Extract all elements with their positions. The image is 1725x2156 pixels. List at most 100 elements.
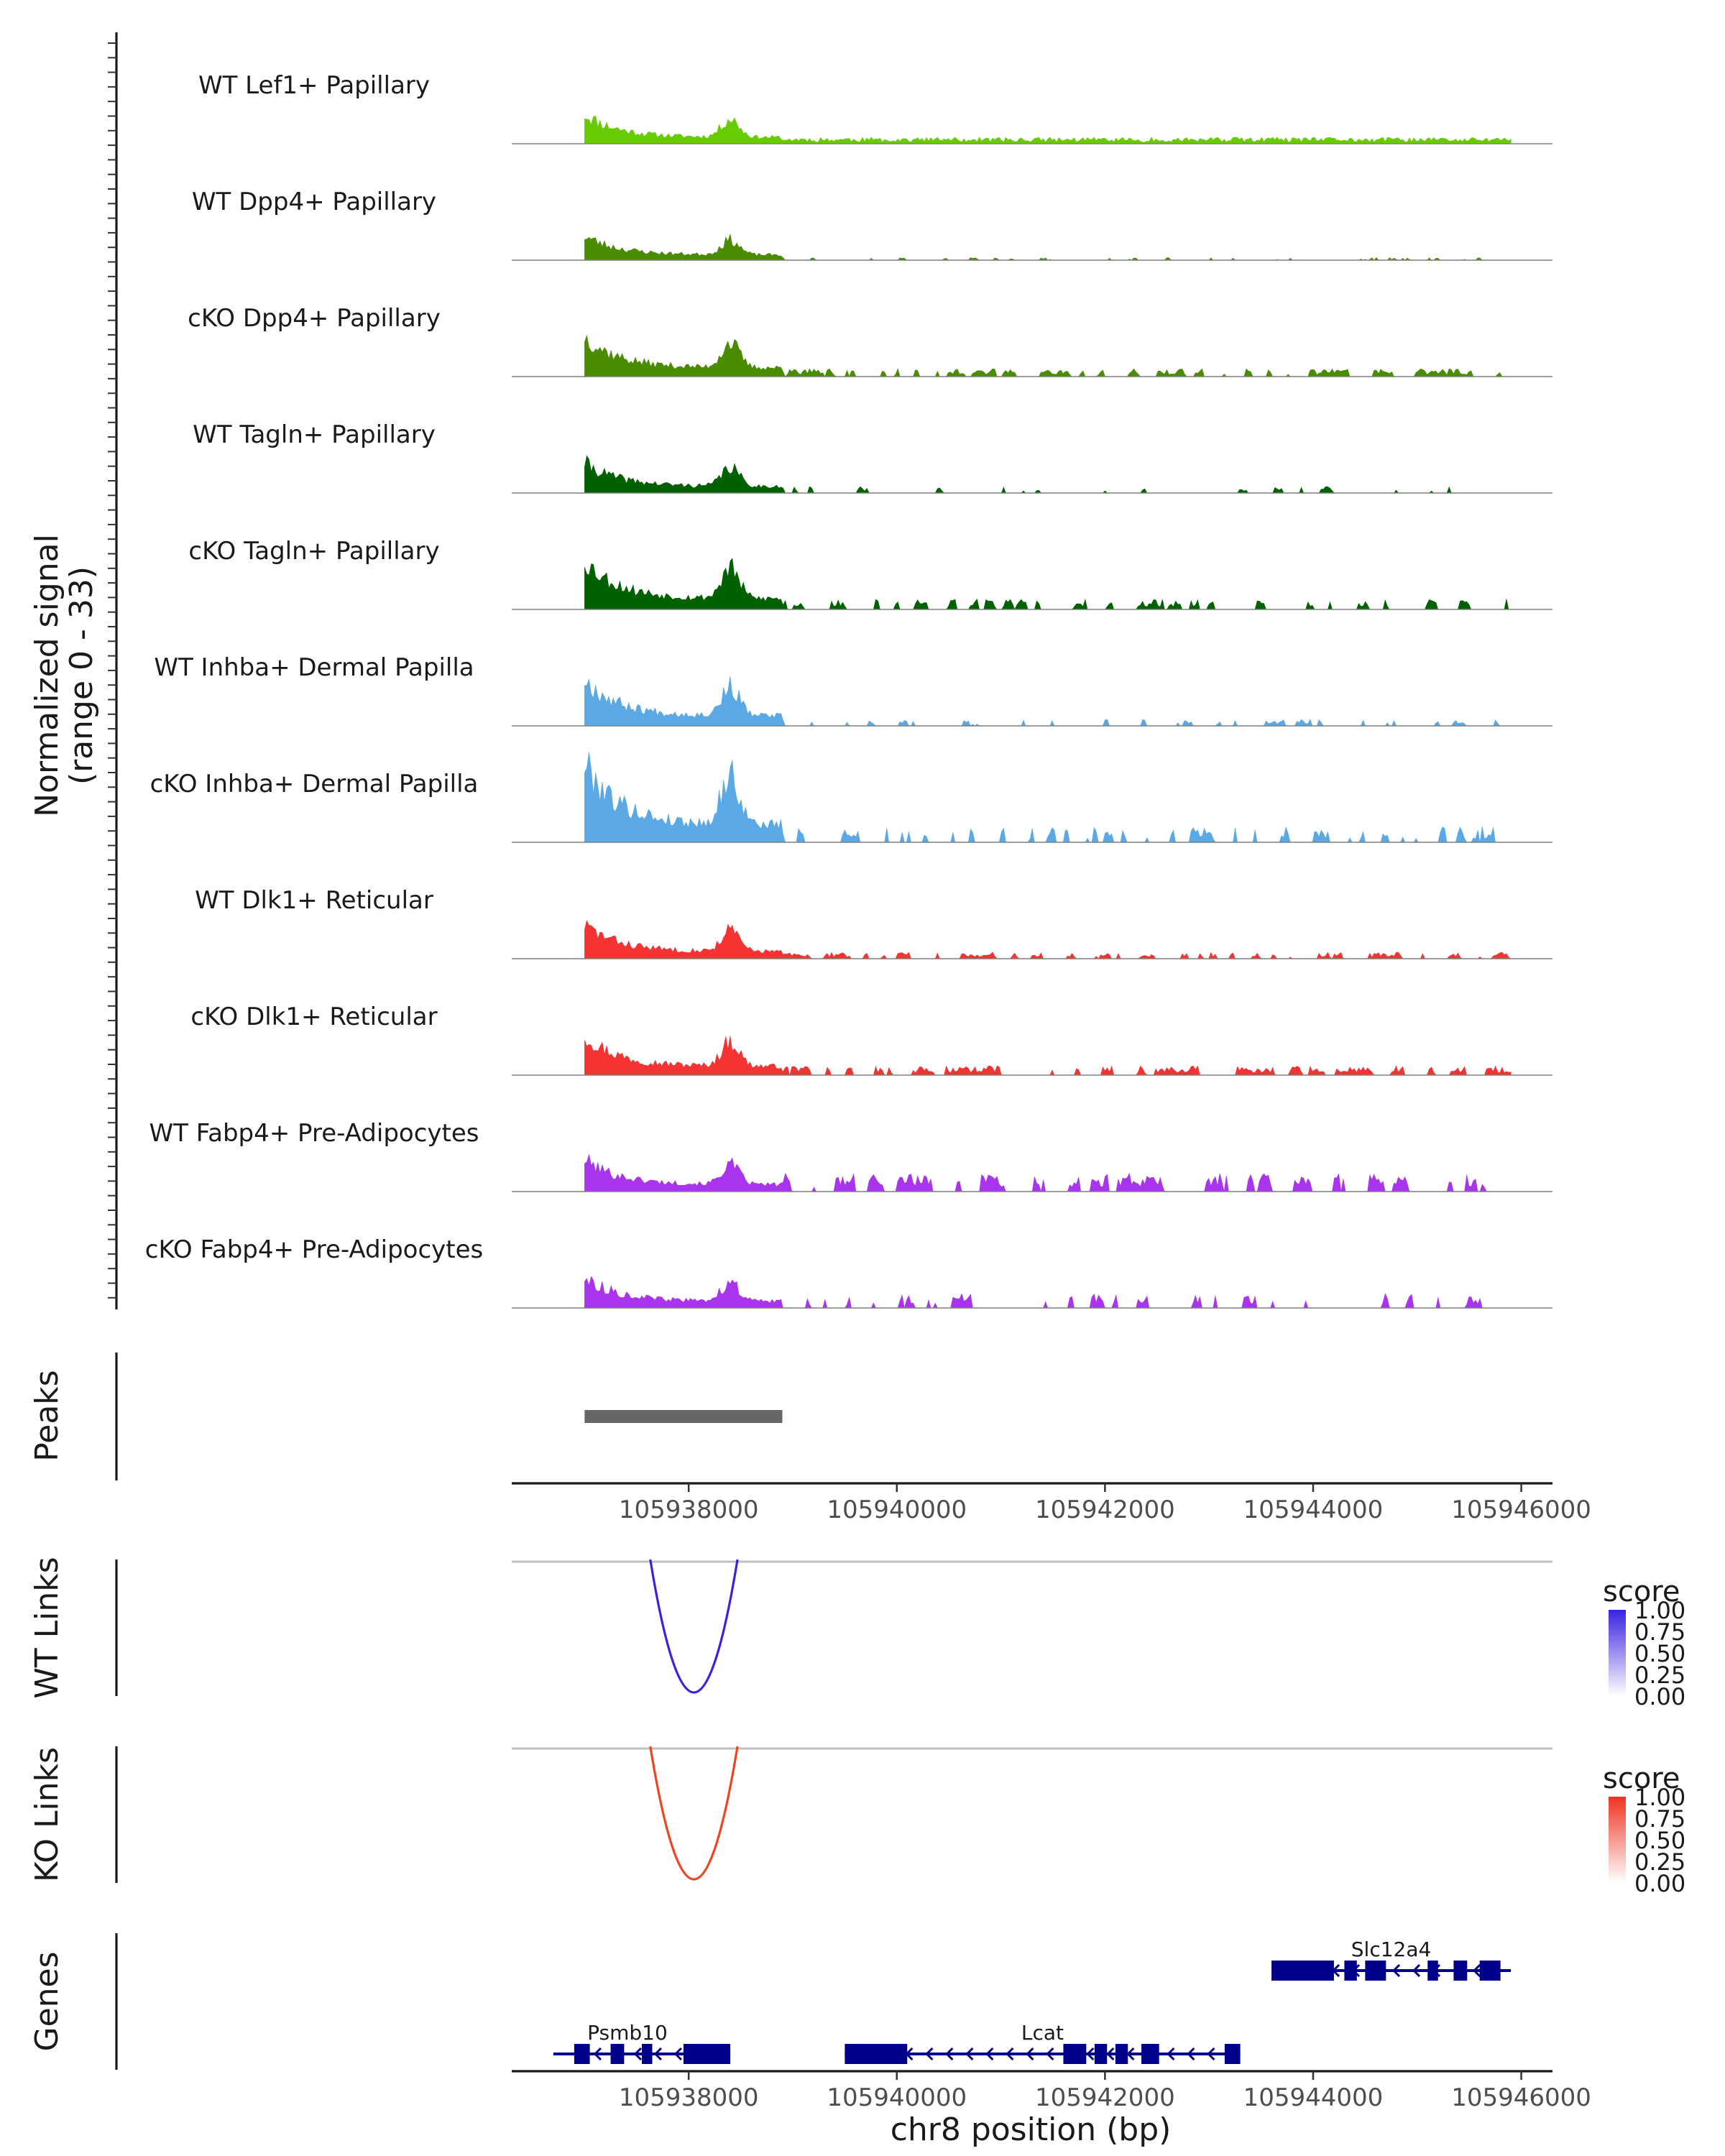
gene-exon (1063, 2044, 1087, 2064)
coverage-track-label: WT Inhba+ Dermal Papilla (154, 653, 474, 682)
gene-exon (1141, 2044, 1159, 2064)
gene-exon (574, 2044, 590, 2064)
coverage-track: WT Tagln+ Papillary (193, 420, 1552, 494)
link-legend-tick-label: 1.00 (1634, 1597, 1685, 1624)
gene-strand-arrow (1106, 2047, 1115, 2061)
coverage-y-label-line2: (range 0 - 33) (63, 566, 100, 785)
gene-name-label: Lcat (1021, 2021, 1064, 2045)
gene-exon (1094, 2044, 1108, 2064)
peaks-label: Peaks (29, 1370, 65, 1461)
link-legend-tick-label: 0.50 (1634, 1640, 1685, 1667)
link-legend-tick-label: 1.00 (1634, 1784, 1685, 1811)
link-legend-colorbar (1609, 1610, 1626, 1696)
gene-exon (683, 2044, 731, 2064)
gene-strand-arrow (1026, 2047, 1034, 2061)
coverage-signal-area (584, 1036, 1512, 1077)
gene-strand-arrow (1412, 1963, 1421, 1978)
x-axis-bottom: 105938000 105940000 105942000 105944000 1059… (512, 2070, 1591, 2112)
coverage-track: WT Dlk1+ Reticular (195, 886, 1552, 959)
coverage-track-label: cKO Dpp4+ Papillary (188, 304, 441, 333)
genes-label: Genes (29, 1951, 65, 2051)
gene-exon (1427, 1961, 1438, 1981)
gene-strand-arrow (945, 2047, 954, 2061)
gene-strand-arrow (1207, 2047, 1215, 2061)
coverage-track-label: cKO Dlk1+ Reticular (190, 1003, 437, 1031)
gene-exon (1115, 2044, 1128, 2064)
gene-name-label: Slc12a4 (1351, 1938, 1432, 1961)
x-axis-tick-label: 105940000 (827, 1496, 967, 1524)
genes-panel: Genes Slc12a4 Psmb10 Lcat (29, 1933, 1512, 2070)
gene-exon (610, 2044, 625, 2064)
link-legend-tick-label: 0.25 (1634, 1848, 1685, 1876)
x-axis-tick-label: 105944000 (1243, 1496, 1384, 1524)
gene-exon (1224, 2044, 1241, 2064)
coverage-panel: WT Lef1+ Papillary WT Dpp4+ Papillary cKO … (108, 32, 1552, 1309)
gene-strand-arrow (633, 2047, 642, 2061)
coverage-track-label: WT Dpp4+ Papillary (192, 188, 436, 216)
coverage-signal-area (584, 335, 1512, 377)
gene-strand-arrow (925, 2047, 934, 2061)
gene-strand-arrow (673, 2047, 682, 2061)
coverage-signal-area (584, 752, 1512, 843)
coverage-track: cKO Tagln+ Papillary (188, 537, 1552, 610)
x-axis-tick-label: 105942000 (1035, 1496, 1175, 1524)
coverage-signal-area (584, 234, 1512, 261)
link-legend-title: score (1603, 1575, 1680, 1608)
link-legend-tick-label: 0.00 (1634, 1870, 1685, 1897)
link-legend-tick-label: 0.25 (1634, 1662, 1685, 1689)
gene-strand-arrow (985, 2047, 994, 2061)
coverage-signal-area (584, 116, 1512, 144)
gene-strand-arrow (1167, 2047, 1175, 2061)
x-axis-tick-label: 105946000 (1451, 2083, 1591, 2112)
x-axis-tick-label: 105944000 (1243, 2083, 1384, 2112)
coverage-track: cKO Dlk1+ Reticular (190, 1003, 1552, 1077)
coverage-track: cKO Fabp4+ Pre-Adipocytes (145, 1235, 1552, 1309)
gene-exon (1479, 1961, 1501, 1981)
link-legend-tick-label: 0.75 (1634, 1805, 1685, 1833)
coverage-track-label: WT Fabp4+ Pre-Adipocytes (150, 1119, 479, 1148)
link-legend-title: score (1603, 1762, 1680, 1795)
gene-strand-arrow (965, 2047, 974, 2061)
gene-strand-arrow (653, 2047, 662, 2061)
coverage-track: WT Dpp4+ Papillary (192, 188, 1552, 261)
gene-exon (1453, 1961, 1468, 1981)
coverage-track: WT Lef1+ Papillary (198, 71, 1552, 144)
gene-exon (845, 2044, 908, 2064)
link-legend-tick-label: 0.75 (1634, 1618, 1685, 1646)
gene-strand-arrow (593, 2047, 602, 2061)
peaks-panel: Peaks (29, 1353, 783, 1480)
coverage-signal-area (584, 455, 1512, 494)
link-panel-label: WT Links (29, 1557, 65, 1698)
gene-strand-arrow (1086, 2047, 1095, 2061)
gene-strand-arrow (1126, 2047, 1135, 2061)
coverage-track: cKO Inhba+ Dermal Papilla (150, 752, 1552, 843)
gene-strand-arrow (1187, 2047, 1195, 2061)
gene-strand-arrow (1472, 1963, 1481, 1978)
gene-exon (1344, 1961, 1357, 1981)
x-axis-tick-label: 105938000 (619, 2083, 759, 2112)
coverage-signal-area (584, 1154, 1512, 1192)
link-panel-label: KO Links (29, 1747, 65, 1882)
coverage-signal-area (584, 920, 1512, 959)
gene-model: Lcat (845, 2021, 1241, 2064)
gene-strand-arrow (1006, 2047, 1014, 2061)
coverage-track-label: cKO Fabp4+ Pre-Adipocytes (145, 1235, 484, 1264)
coverage-track-label: WT Tagln+ Papillary (193, 420, 436, 449)
x-axis-top: 105938000 105940000 105942000 105944000 1059… (512, 1482, 1591, 1524)
gene-exon (642, 2044, 653, 2064)
gene-model: Psmb10 (553, 2021, 731, 2064)
coverage-track: cKO Dpp4+ Papillary (188, 304, 1552, 377)
peak-region (584, 1410, 783, 1423)
x-axis-tick-label: 105946000 (1451, 1496, 1591, 1524)
coverage-y-label-line1: Normalized signal (29, 534, 65, 817)
gene-exon (1271, 1961, 1334, 1981)
coverage-signal-area (584, 1276, 1512, 1309)
coverage-signal-area (584, 558, 1512, 610)
coverage-track: WT Inhba+ Dermal Papilla (154, 653, 1552, 727)
x-axis-title: chr8 position (bp) (891, 2111, 1172, 2148)
link-legend-tick-label: 0.00 (1634, 1683, 1685, 1710)
